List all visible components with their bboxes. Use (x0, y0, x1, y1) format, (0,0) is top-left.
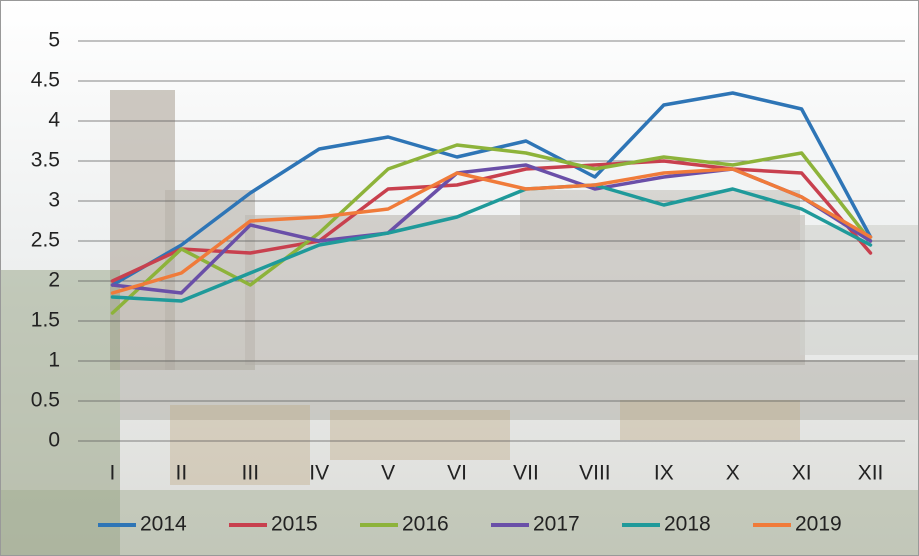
y-tick-label: 0.5 (31, 389, 60, 412)
line-series (110, 183, 873, 303)
y-tick-label: 3.5 (31, 149, 60, 172)
x-tick-label: VIII (579, 462, 611, 485)
line-series (110, 167, 873, 295)
x-tick-label: VI (447, 462, 467, 485)
y-tick-label: 5 (48, 29, 60, 52)
y-tick-label: 3 (48, 189, 60, 212)
y-tick-label: 1 (48, 349, 60, 372)
x-tick-label: III (242, 462, 260, 485)
x-tick-label: VII (513, 462, 539, 485)
legend-label: 2019 (795, 513, 842, 536)
x-tick-label: XI (792, 462, 812, 485)
x-tick-label: X (726, 462, 740, 485)
y-tick-label: 4.5 (31, 69, 60, 92)
legend-label: 2017 (533, 513, 580, 536)
legend-label: 2018 (664, 513, 711, 536)
x-tick-label: I (110, 462, 116, 485)
x-tick-label: II (176, 462, 188, 485)
y-tick-label: 2.5 (31, 229, 60, 252)
line-series (110, 159, 873, 283)
y-tick-label: 1.5 (31, 309, 60, 332)
legend-label: 2015 (271, 513, 318, 536)
y-tick-label: 2 (48, 269, 60, 292)
x-tick-label: IV (309, 462, 329, 485)
legend-label: 2014 (140, 513, 187, 536)
x-tick-label: V (381, 462, 395, 485)
x-tick-label: XII (858, 462, 884, 485)
legend-label: 2016 (402, 513, 449, 536)
x-tick-label: IX (654, 462, 674, 485)
y-tick-label: 4 (48, 109, 60, 132)
y-tick-label: 0 (48, 429, 60, 452)
